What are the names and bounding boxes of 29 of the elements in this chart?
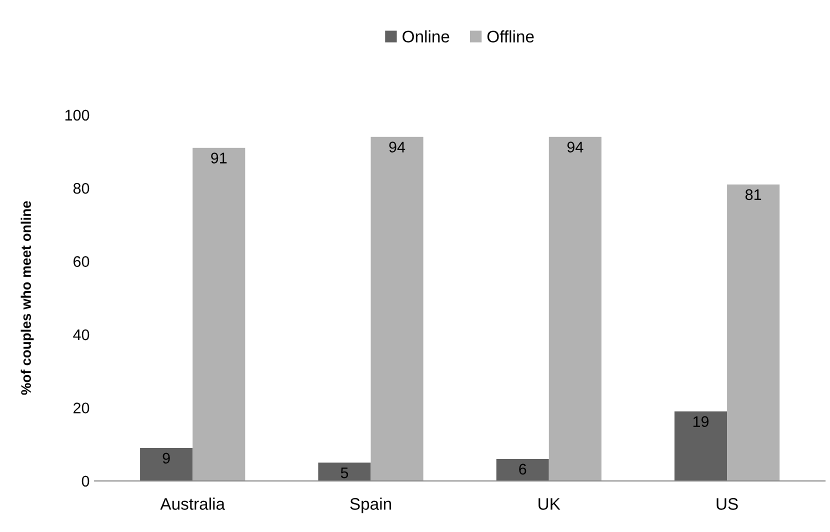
bar: [140, 448, 193, 481]
y-tick-label: 0: [82, 476, 90, 487]
y-tick-label: 20: [74, 402, 90, 414]
data-label: 5: [340, 468, 348, 478]
y-axis-title: %of couples who meet online: [20, 201, 34, 395]
x-tick-label: Australia: [160, 498, 226, 510]
bar: [674, 411, 728, 481]
bar: [496, 458, 549, 481]
data-label: 9: [162, 452, 170, 464]
bar: [192, 148, 246, 481]
data-label: 94: [389, 142, 406, 152]
data-label: 94: [567, 142, 584, 152]
y-tick-label: 60: [74, 256, 90, 268]
data-label: 6: [519, 464, 526, 475]
bar: [548, 136, 602, 481]
bar: [318, 462, 371, 481]
data-label: 91: [211, 152, 227, 164]
bar: [727, 184, 780, 481]
x-tick-label: UK: [538, 498, 560, 510]
legend-label: Online: [402, 30, 450, 43]
legend-label: Offline: [487, 30, 534, 43]
x-tick-label: US: [716, 498, 738, 510]
y-tick-label: 40: [73, 329, 90, 340]
x-tick-label: Spain: [350, 498, 391, 514]
data-label: 19: [693, 416, 709, 427]
y-tick-label: 80: [73, 182, 90, 194]
bar: [370, 136, 424, 481]
y-tick-label: 100: [65, 110, 90, 121]
data-label: 81: [745, 189, 762, 200]
